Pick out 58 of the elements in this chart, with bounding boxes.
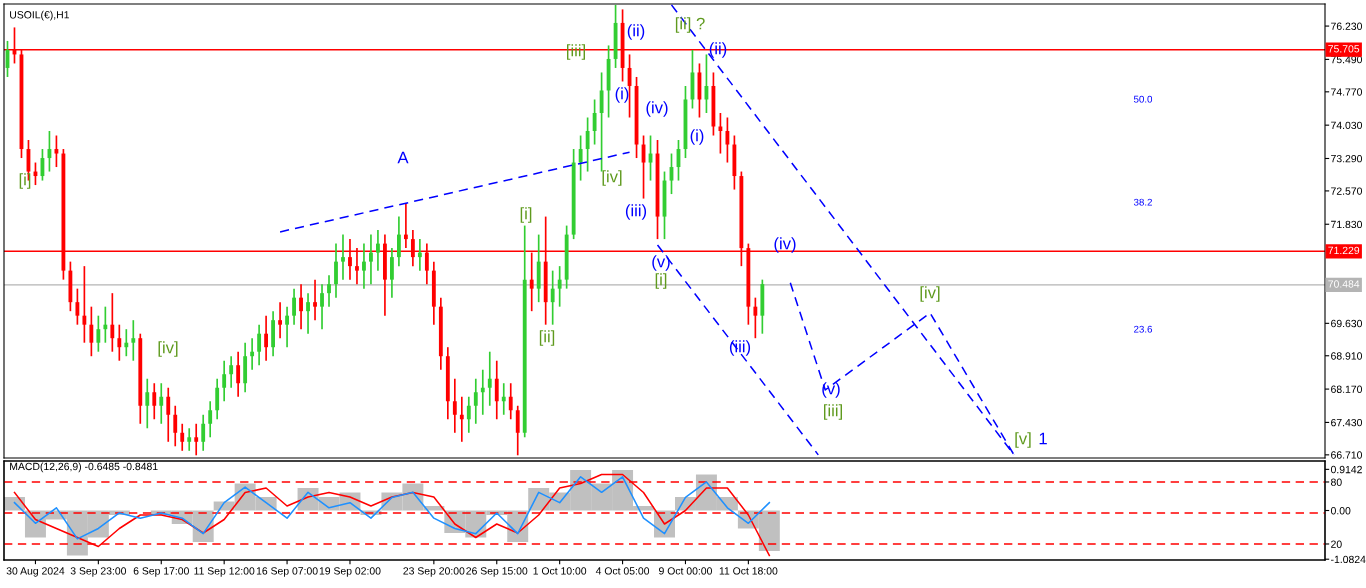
chart-title: MACD(12,26,9) -0.6485 -0.8481 bbox=[10, 462, 158, 473]
y-tick-label: 68.170 bbox=[1331, 385, 1363, 393]
y-tick-label: 72.570 bbox=[1331, 187, 1363, 195]
annotation: 38.2 bbox=[1133, 198, 1152, 206]
y-tick-label: -1.0824 bbox=[1331, 555, 1366, 564]
annotation: [i] bbox=[520, 207, 532, 223]
y2-tick-label: 20 bbox=[1331, 540, 1342, 548]
y-tick-label: 74.030 bbox=[1331, 121, 1363, 130]
ref-line-label: 71.229 bbox=[1328, 246, 1360, 255]
text: USOIL(€),H1 bbox=[10, 10, 69, 21]
y-tick-label: 68.910 bbox=[1331, 352, 1363, 360]
x-tick-label: 3 Sep 23:00 bbox=[70, 567, 127, 577]
annotation: [iv] bbox=[158, 341, 178, 357]
x-tick-label: 11 Sep 12:00 bbox=[194, 567, 255, 577]
x-tick-label: 1 Oct 10:00 bbox=[533, 567, 587, 575]
annotation: (ii) bbox=[627, 24, 645, 40]
annotation: (iv) bbox=[646, 101, 668, 117]
x-tick-label: 19 Sep 02:00 bbox=[319, 567, 381, 577]
annotation: (i) bbox=[615, 87, 629, 103]
annotation: (iii) bbox=[625, 204, 647, 220]
y-tick-label: 74.770 bbox=[1331, 88, 1363, 96]
annotation: [ii] bbox=[539, 330, 555, 346]
x-tick-label: 23 Sep 20:00 bbox=[403, 567, 465, 577]
annotation: 50.0 bbox=[1133, 95, 1153, 103]
x-tick-label: 11 Oct 18:00 bbox=[719, 567, 778, 575]
annotation: (v) bbox=[652, 255, 670, 271]
y-tick-label: 66.710 bbox=[1331, 451, 1363, 459]
annotation: (v) bbox=[822, 382, 840, 398]
ref-line-label: 70.484 bbox=[1328, 280, 1360, 288]
x-tick-label: 6 Sep 17:00 bbox=[133, 567, 189, 577]
annotation: [iv] bbox=[602, 170, 622, 186]
y-tick-label: 0.9142 bbox=[1330, 465, 1362, 474]
x-tick-label: 30 Aug 2024 bbox=[6, 567, 65, 577]
y-tick-label: 76.230 bbox=[1331, 22, 1363, 30]
annotation: (iii) bbox=[729, 340, 751, 356]
annotation: 23.6 bbox=[1134, 325, 1153, 333]
ref-line-label: 75.705 bbox=[1328, 45, 1360, 53]
annotation: 1 bbox=[1039, 432, 1047, 445]
annotation: [iv] bbox=[920, 286, 940, 302]
y-tick-label: 0.00 bbox=[1330, 507, 1351, 515]
y-tick-label: 73.290 bbox=[1331, 154, 1363, 163]
annotation: [i] bbox=[655, 273, 667, 289]
annotation: (iv) bbox=[774, 237, 796, 253]
annotation: [i] bbox=[19, 173, 31, 189]
annotation: (i) bbox=[690, 129, 704, 145]
y-tick-label: 75.490 bbox=[1331, 55, 1363, 64]
x-tick-label: 9 Oct 00:00 bbox=[659, 567, 712, 575]
x-tick-label: 26 Sep 15:00 bbox=[466, 567, 528, 577]
annotation: [v] bbox=[1015, 432, 1031, 448]
y-tick-label: 69.630 bbox=[1331, 319, 1363, 328]
x-tick-label: 16 Sep 07:00 bbox=[256, 567, 318, 577]
annotation: A bbox=[397, 151, 409, 164]
y2-tick-label: 80 bbox=[1331, 478, 1342, 486]
x-tick-label: 4 Oct 05:00 bbox=[595, 567, 650, 575]
annotation: [ii] ? bbox=[675, 17, 705, 33]
annotation: [iii] bbox=[824, 404, 842, 420]
y-tick-label: 71.830 bbox=[1331, 220, 1363, 229]
y-tick-label: 67.430 bbox=[1331, 418, 1363, 427]
